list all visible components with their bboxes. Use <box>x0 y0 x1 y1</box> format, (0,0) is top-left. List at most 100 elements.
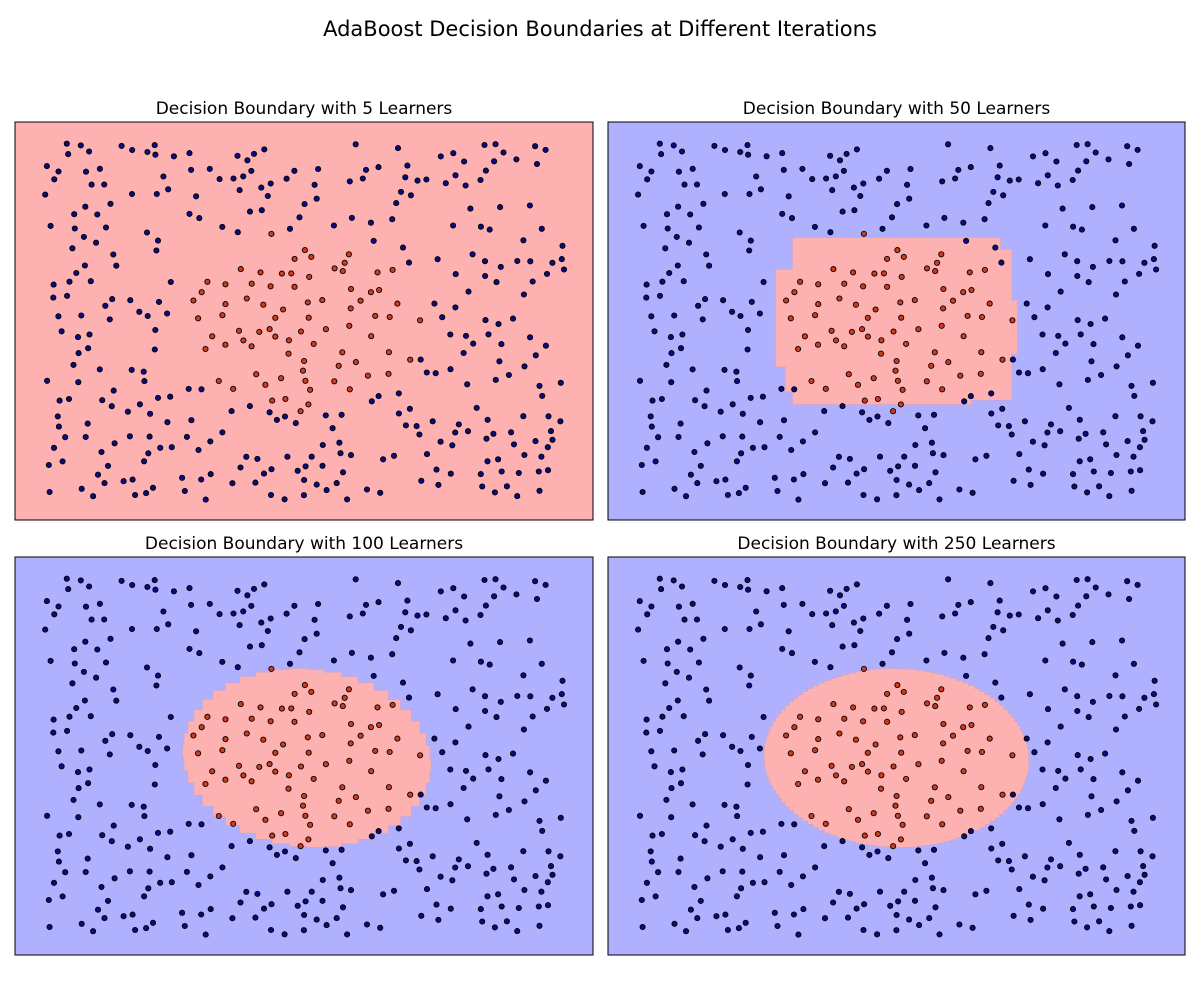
data-point-outer-class <box>853 470 860 477</box>
data-point-outer-class <box>1044 706 1052 713</box>
data-point-inner-class <box>339 349 346 356</box>
data-point-outer-class <box>695 737 702 744</box>
data-point-outer-class <box>955 166 962 173</box>
axes-frame <box>607 556 1186 956</box>
data-point-outer-class <box>246 643 254 650</box>
data-point-inner-class <box>845 371 852 378</box>
data-point-outer-class <box>1044 607 1051 614</box>
data-point-outer-class <box>66 278 73 285</box>
data-point-outer-class <box>544 902 552 909</box>
data-point-outer-class <box>315 600 322 608</box>
data-point-outer-class <box>449 877 456 884</box>
data-point-outer-class <box>756 745 763 752</box>
data-point-outer-class <box>58 763 65 770</box>
data-point-outer-class <box>874 848 881 855</box>
data-point-outer-class <box>248 167 255 174</box>
data-point-inner-class <box>374 704 381 711</box>
data-point-outer-class <box>359 175 366 182</box>
data-point-outer-class <box>694 480 701 487</box>
data-point-inner-class <box>923 265 931 272</box>
data-point-inner-class <box>215 812 222 820</box>
data-point-outer-class <box>678 583 686 590</box>
data-point-inner-class <box>386 313 393 321</box>
data-point-inner-class <box>280 306 287 313</box>
data-point-outer-class <box>733 803 740 810</box>
data-point-outer-class <box>301 911 308 919</box>
data-point-outer-class <box>402 422 409 429</box>
data-point-outer-class <box>513 591 520 598</box>
data-point-inner-class <box>960 333 967 340</box>
data-point-outer-class <box>465 288 472 295</box>
data-point-outer-class <box>988 390 995 397</box>
data-point-inner-class <box>861 832 868 839</box>
data-point-outer-class <box>717 843 724 850</box>
data-point-outer-class <box>219 429 226 436</box>
data-point-outer-class <box>673 668 680 675</box>
data-point-outer-class <box>93 674 100 681</box>
data-point-outer-class <box>749 879 756 886</box>
data-point-outer-class <box>675 603 682 610</box>
data-point-outer-class <box>300 492 307 499</box>
data-point-outer-class <box>659 713 666 720</box>
data-point-outer-class <box>207 438 214 445</box>
data-point-outer-class <box>1029 153 1037 160</box>
data-point-outer-class <box>1112 848 1119 855</box>
data-point-outer-class <box>492 811 499 818</box>
data-point-outer-class <box>1047 856 1055 863</box>
data-point-outer-class <box>915 412 922 419</box>
data-point-outer-class <box>152 761 159 769</box>
data-point-outer-class <box>319 876 326 884</box>
subplot-title: Decision Boundary with 100 Learners <box>145 534 463 554</box>
data-point-outer-class <box>941 649 948 656</box>
data-point-outer-class <box>311 616 318 623</box>
data-point-inner-class <box>872 741 879 748</box>
data-point-outer-class <box>429 853 436 860</box>
data-point-outer-class <box>65 586 72 593</box>
data-point-outer-class <box>721 366 728 373</box>
data-point-inner-class <box>272 749 279 756</box>
data-point-outer-class <box>294 902 301 909</box>
data-point-inner-class <box>282 395 289 403</box>
data-point-inner-class <box>291 255 298 262</box>
data-point-outer-class <box>678 148 686 155</box>
data-point-inner-class <box>248 715 255 722</box>
data-point-outer-class <box>515 469 522 477</box>
data-point-outer-class <box>128 366 135 373</box>
data-point-outer-class <box>109 296 116 303</box>
data-point-outer-class <box>405 694 413 701</box>
data-point-inner-class <box>346 386 353 393</box>
data-point-inner-class <box>222 281 229 288</box>
data-point-outer-class <box>664 225 671 232</box>
data-point-outer-class <box>915 847 922 854</box>
data-point-outer-class <box>302 898 309 905</box>
data-point-outer-class <box>492 576 499 583</box>
data-point-outer-class <box>186 585 193 592</box>
data-point-outer-class <box>406 840 413 847</box>
data-point-outer-class <box>313 481 320 488</box>
data-point-outer-class <box>389 216 396 223</box>
data-point-outer-class <box>861 901 868 908</box>
data-point-inner-class <box>884 255 891 262</box>
data-point-outer-class <box>859 844 866 851</box>
data-point-outer-class <box>923 657 930 664</box>
data-point-outer-class <box>1151 677 1158 684</box>
data-point-inner-class <box>385 349 392 356</box>
data-point-outer-class <box>823 175 830 182</box>
data-point-outer-class <box>1105 591 1112 598</box>
data-point-outer-class <box>414 177 421 184</box>
data-point-outer-class <box>219 223 226 230</box>
data-point-outer-class <box>1098 371 1105 379</box>
data-point-outer-class <box>1044 172 1051 179</box>
data-point-outer-class <box>207 471 214 478</box>
data-point-outer-class <box>734 378 741 385</box>
data-point-outer-class <box>1102 315 1109 322</box>
data-point-outer-class <box>788 881 795 889</box>
data-point-outer-class <box>996 162 1003 169</box>
data-point-inner-class <box>899 821 906 828</box>
data-point-inner-class <box>357 732 364 739</box>
data-point-outer-class <box>1026 256 1033 263</box>
data-point-inner-class <box>301 682 308 689</box>
data-point-outer-class <box>244 157 251 164</box>
data-point-outer-class <box>746 682 753 689</box>
data-point-inner-class <box>860 230 867 237</box>
